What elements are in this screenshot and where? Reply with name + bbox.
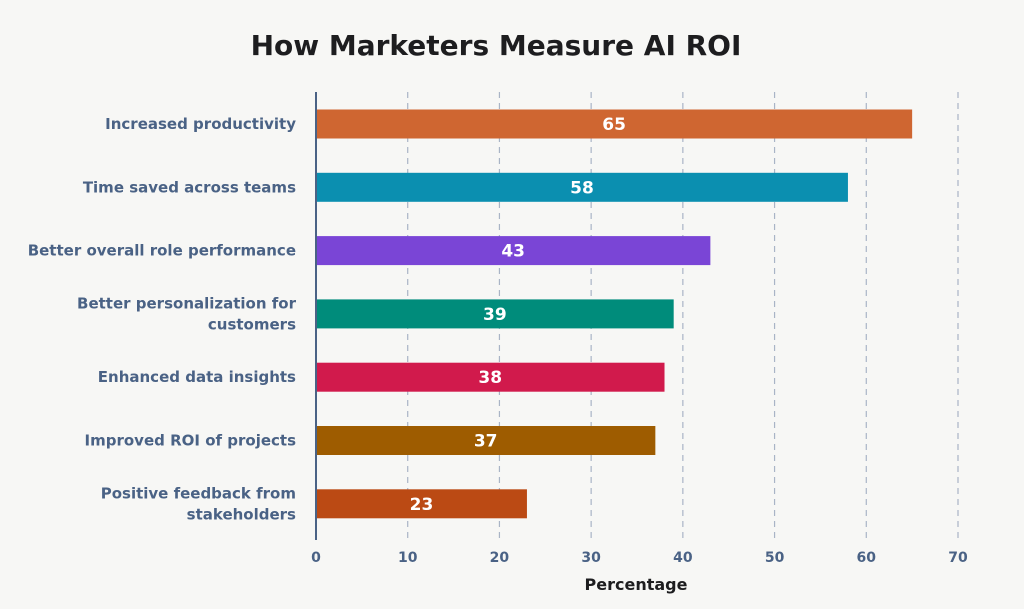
category-label: Enhanced data insights [98, 368, 296, 386]
x-tick-label: 10 [398, 550, 418, 566]
x-tick-label: 0 [311, 550, 321, 566]
x-tick-label: 30 [581, 550, 601, 566]
bar [316, 236, 711, 266]
x-tick-label: 60 [857, 550, 877, 566]
bars: 65 58 43 39 38 37 23 [316, 109, 913, 519]
bar [316, 299, 674, 329]
category-label-line: Better personalization for [77, 294, 297, 312]
bar [316, 109, 913, 139]
bar-value-label: 65 [602, 115, 626, 135]
bar [316, 426, 656, 455]
bar [316, 489, 527, 519]
x-axis-title: Percentage [585, 575, 688, 594]
category-label-line: Better overall role performance [28, 242, 296, 260]
bar [316, 362, 665, 392]
category-labels: Increased productivity Time saved across … [28, 115, 297, 523]
category-label: Time saved across teams [83, 178, 296, 196]
x-tick-label: 70 [948, 550, 968, 566]
x-tick-label: 40 [673, 550, 693, 566]
category-label: Better overall role performance [28, 242, 296, 260]
bar-value-label: 58 [570, 178, 594, 198]
category-label-line: Improved ROI of projects [85, 432, 297, 450]
category-label: Positive feedback from stakeholders [101, 484, 296, 523]
category-label: Better personalization for customers [77, 294, 297, 333]
category-label: Improved ROI of projects [85, 432, 297, 450]
bar-value-label: 38 [478, 368, 502, 388]
bar-value-label: 37 [474, 432, 498, 452]
x-tick-label: 50 [765, 550, 785, 566]
bar-value-label: 43 [501, 242, 525, 262]
category-label-line: Positive feedback from [101, 484, 296, 502]
category-label-line: Enhanced data insights [98, 368, 296, 386]
x-axis-ticks: 0 10 20 30 40 50 60 70 [311, 550, 968, 566]
bar-value-label: 39 [483, 305, 507, 325]
category-label-line: Increased productivity [105, 115, 296, 133]
category-label-line: Time saved across teams [83, 178, 296, 196]
category-label-line: customers [208, 315, 296, 333]
bar-value-label: 23 [410, 495, 434, 515]
bar [316, 172, 848, 202]
category-label-line: stakeholders [187, 505, 296, 523]
chart-title: How Marketers Measure AI ROI [251, 29, 742, 62]
category-label: Increased productivity [105, 115, 296, 133]
x-tick-label: 20 [490, 550, 510, 566]
